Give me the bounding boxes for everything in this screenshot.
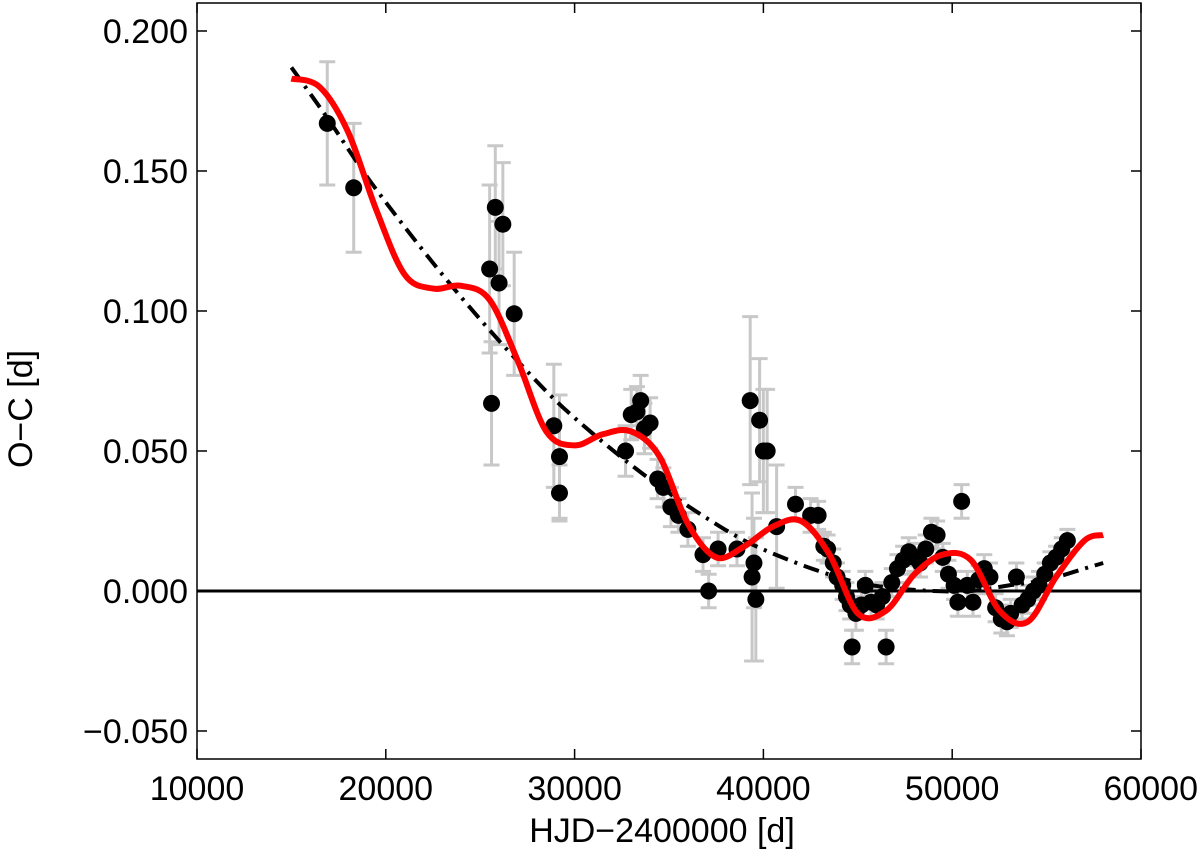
data-point (345, 179, 363, 197)
data-point (483, 394, 501, 412)
data-point (743, 568, 761, 586)
y-tick-label: 0.050 (103, 433, 188, 471)
data-point (928, 526, 946, 544)
error-bars (319, 60, 1076, 666)
data-point (632, 392, 650, 410)
data-point (843, 638, 861, 656)
trend-line (289, 66, 1104, 594)
data-point (745, 554, 763, 572)
data-point (550, 448, 568, 466)
data-point (505, 305, 523, 323)
fit-lines (197, 66, 1141, 627)
y-tick-label: 0.150 (103, 153, 188, 191)
data-point (494, 215, 512, 233)
y-tick-label: 0.100 (103, 293, 188, 331)
plot-frame (196, 2, 1142, 760)
data-point (318, 114, 336, 132)
x-tick-label: 10000 (150, 770, 245, 808)
data-point (741, 392, 759, 410)
data-point (486, 198, 504, 216)
data-point (949, 593, 967, 611)
x-axis-title: HJD−2400000 [d] (529, 812, 795, 850)
data-point (964, 593, 982, 611)
y-tick-label: 0.000 (103, 573, 188, 611)
data-point (550, 484, 568, 502)
data-point (953, 492, 971, 510)
data-point (883, 574, 901, 592)
data-point (877, 638, 895, 656)
data-point (1007, 568, 1025, 586)
data-point (490, 274, 508, 292)
data-point (545, 417, 563, 435)
data-point (1058, 532, 1076, 550)
y-tick-label: −0.050 (83, 713, 188, 751)
axis-ticks (196, 3, 1142, 759)
tick-labels: 10000 20000 30000 40000 50000 60000 −0.050 0.00… (83, 13, 1198, 808)
data-points (318, 114, 1076, 656)
data-point (751, 411, 769, 429)
data-point (809, 506, 827, 524)
y-tick-label: 0.200 (103, 13, 188, 51)
data-point (481, 260, 499, 278)
x-tick-label: 30000 (527, 770, 622, 808)
x-tick-label: 60000 (1103, 770, 1198, 808)
x-tick-label: 20000 (339, 770, 434, 808)
data-point (747, 590, 765, 608)
axes-box (196, 2, 1142, 760)
y-axis-title: O−C [d] (2, 350, 40, 468)
data-point (786, 495, 804, 513)
x-tick-label: 50000 (905, 770, 1000, 808)
data-point (641, 414, 659, 432)
fit-line (290, 75, 1105, 627)
data-point (617, 442, 635, 460)
data-point (917, 540, 935, 558)
data-point (758, 442, 776, 460)
x-tick-label: 40000 (716, 770, 811, 808)
